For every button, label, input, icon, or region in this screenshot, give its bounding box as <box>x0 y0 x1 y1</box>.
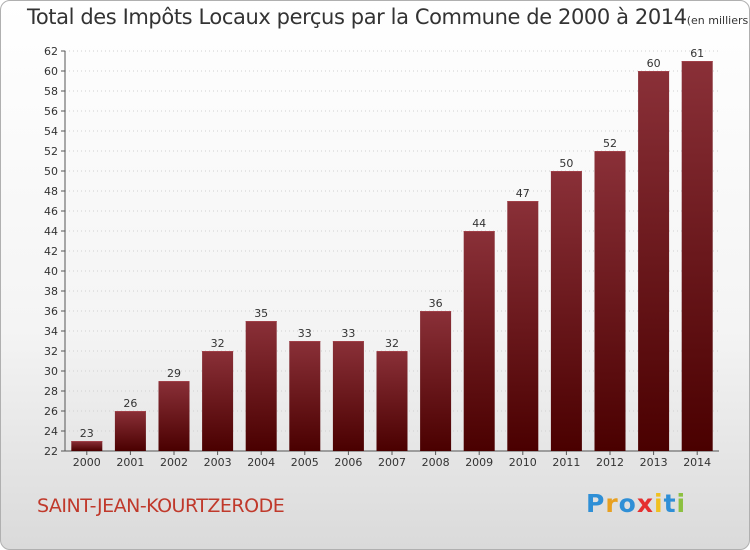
data-label: 33 <box>298 327 312 340</box>
y-tick-label: 52 <box>44 145 58 158</box>
data-label: 44 <box>472 217 486 230</box>
logo-letter: P <box>586 489 606 518</box>
bar-2009 <box>463 231 495 451</box>
proxiti-logo: Proxiti <box>586 489 686 518</box>
y-tick-label: 56 <box>44 105 58 118</box>
data-label: 50 <box>559 157 573 170</box>
y-tick-label: 42 <box>44 245 58 258</box>
x-tick-label: 2013 <box>640 456 668 469</box>
bar-2012 <box>594 151 626 451</box>
data-label: 61 <box>690 47 704 60</box>
data-label: 60 <box>647 57 661 70</box>
y-tick-label: 46 <box>44 205 58 218</box>
bar-2013 <box>638 71 670 451</box>
y-tick-label: 32 <box>44 345 58 358</box>
bar-2005 <box>289 341 321 451</box>
x-tick-label: 2010 <box>509 456 537 469</box>
y-tick-label: 58 <box>44 85 58 98</box>
logo-letter: x <box>636 489 654 518</box>
bar-2003 <box>202 351 234 451</box>
y-tick-label: 62 <box>44 45 58 58</box>
y-tick-label: 60 <box>44 65 58 78</box>
x-tick-label: 2011 <box>552 456 580 469</box>
bar-2014 <box>681 61 713 451</box>
chart-title: Total des Impôts Locaux perçus par la Co… <box>27 5 749 29</box>
x-tick-label: 2007 <box>378 456 406 469</box>
x-tick-label: 2005 <box>291 456 319 469</box>
y-tick-label: 40 <box>44 265 58 278</box>
data-label: 32 <box>211 337 225 350</box>
title-unit: (en milliers d'€) <box>686 14 749 27</box>
logo-letter: t <box>663 489 677 518</box>
y-tick-label: 28 <box>44 385 58 398</box>
logo-letter: i <box>676 489 687 518</box>
data-label: 23 <box>80 427 94 440</box>
bar-2008 <box>420 311 452 451</box>
x-tick-label: 2009 <box>465 456 493 469</box>
bar-2007 <box>376 351 408 451</box>
data-label: 35 <box>254 307 268 320</box>
bar-2000 <box>71 441 103 451</box>
y-tick-label: 38 <box>44 285 58 298</box>
y-tick-label: 44 <box>44 225 58 238</box>
data-label: 26 <box>123 397 137 410</box>
logo-letter: o <box>618 489 637 518</box>
bar-2010 <box>507 201 539 451</box>
y-tick-label: 24 <box>44 425 58 438</box>
data-label: 32 <box>385 337 399 350</box>
bar-2011 <box>550 171 582 451</box>
data-label: 36 <box>429 297 443 310</box>
y-tick-label: 36 <box>44 305 58 318</box>
x-tick-label: 2006 <box>334 456 362 469</box>
x-tick-label: 2002 <box>160 456 188 469</box>
y-tick-label: 50 <box>44 165 58 178</box>
x-tick-label: 2012 <box>596 456 624 469</box>
data-label: 52 <box>603 137 617 150</box>
data-label: 47 <box>516 187 530 200</box>
y-tick-label: 54 <box>44 125 58 138</box>
data-label: 33 <box>341 327 355 340</box>
bar-2006 <box>332 341 364 451</box>
y-tick-label: 30 <box>44 365 58 378</box>
y-tick-label: 22 <box>44 445 58 458</box>
y-tick-label: 34 <box>44 325 58 338</box>
data-label: 29 <box>167 367 181 380</box>
logo-letter: r <box>605 489 619 518</box>
bar-2004 <box>245 321 277 451</box>
x-tick-label: 2008 <box>422 456 450 469</box>
y-tick-label: 26 <box>44 405 58 418</box>
bar-2001 <box>114 411 146 451</box>
y-tick-label: 48 <box>44 185 58 198</box>
bar-2002 <box>158 381 190 451</box>
x-tick-label: 2000 <box>73 456 101 469</box>
x-tick-label: 2001 <box>116 456 144 469</box>
x-tick-label: 2004 <box>247 456 275 469</box>
x-tick-label: 2003 <box>204 456 232 469</box>
commune-name: SAINT-JEAN-KOURTZERODE <box>37 495 285 517</box>
x-tick-label: 2014 <box>683 456 711 469</box>
logo-letter: i <box>654 489 664 518</box>
